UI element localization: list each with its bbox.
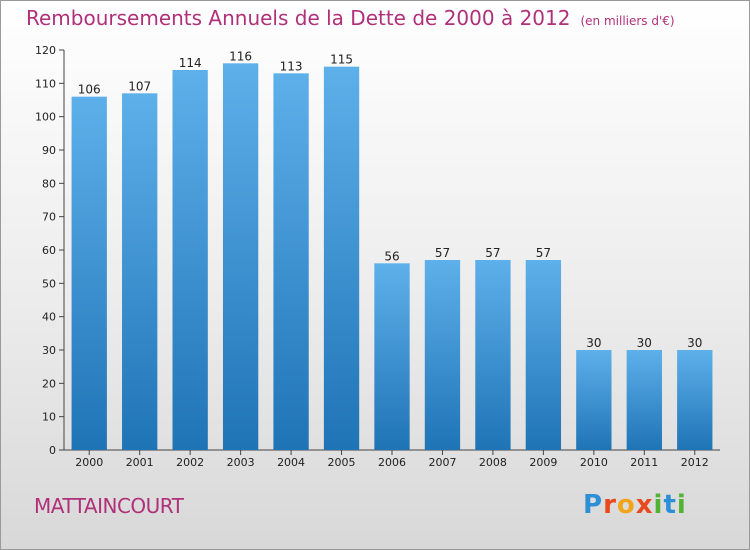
data-label-2005: 115 (330, 53, 353, 67)
bars (71, 63, 713, 451)
chart-title: Remboursements Annuels de la Dette de 20… (26, 6, 675, 30)
y-tick-label: 80 (42, 177, 56, 190)
x-tick-label: 2000 (75, 456, 103, 469)
bar-2012 (677, 350, 713, 450)
bar-2000 (71, 96, 107, 451)
data-label-2011: 30 (637, 336, 652, 350)
data-label-2002: 114 (179, 56, 202, 70)
data-label-2003: 116 (229, 49, 252, 63)
commune-name: MATTAINCOURT (34, 494, 184, 518)
chart-unit: (en milliers d'€) (580, 14, 675, 28)
y-tick-label: 60 (42, 244, 56, 257)
y-axis: 0 10 20 30 40 50 60 70 80 90 100 110 120 (35, 44, 65, 457)
x-tick-label: 2003 (227, 456, 255, 469)
x-tick-label: 2002 (176, 456, 204, 469)
y-tick-label: 100 (35, 111, 56, 124)
x-tick-label: 2010 (580, 456, 608, 469)
data-label-2010: 30 (586, 336, 601, 350)
x-tick-label: 2006 (378, 456, 406, 469)
bar-2009 (525, 260, 562, 450)
x-tick-label: 2004 (277, 456, 305, 469)
data-label-2004: 113 (280, 59, 303, 73)
data-label-2000: 106 (78, 83, 101, 97)
y-tick-label: 50 (42, 277, 56, 290)
bar-2004 (273, 73, 309, 450)
y-tick-label: 30 (42, 344, 56, 357)
data-labels: 106 107 114 116 113 115 56 57 57 57 30 30 30 (78, 49, 703, 350)
y-tick-label: 90 (42, 144, 56, 157)
bar-2008 (475, 260, 511, 450)
data-label-2006: 56 (384, 249, 399, 263)
y-tick-label: 70 (42, 211, 56, 224)
bar-2002 (172, 70, 208, 450)
data-label-2012: 30 (687, 336, 702, 350)
y-tick-label: 120 (35, 44, 56, 57)
bar-2007 (424, 260, 461, 450)
x-tick-label: 2009 (529, 456, 557, 469)
y-tick-label: 10 (42, 411, 56, 424)
proxiti-logo: Proxiti (583, 490, 687, 520)
bar-2001 (122, 93, 158, 450)
y-tick-label: 20 (42, 377, 56, 390)
x-tick-label: 2012 (681, 456, 709, 469)
x-tick-label: 2007 (428, 456, 456, 469)
data-label-2001: 107 (128, 79, 151, 93)
chart-title-text: Remboursements Annuels de la Dette de 20… (26, 6, 571, 30)
x-tick-label: 2011 (630, 456, 658, 469)
data-label-2008: 57 (485, 246, 500, 260)
bar-2011 (626, 350, 662, 450)
data-label-2009: 57 (536, 246, 551, 260)
y-tick-label: 0 (49, 444, 56, 457)
y-tick-label: 110 (35, 77, 56, 90)
x-tick-label: 2001 (126, 456, 154, 469)
bar-2005 (323, 66, 360, 451)
data-label-2007: 57 (435, 246, 450, 260)
bar-2010 (576, 350, 612, 450)
bar-2006 (374, 263, 410, 450)
bar-2003 (222, 63, 259, 450)
y-tick-label: 40 (42, 311, 56, 324)
x-tick-label: 2008 (479, 456, 507, 469)
x-tick-label: 2005 (328, 456, 356, 469)
x-axis: 2000 2001 2002 2003 2004 2005 2006 2007 2008 2009… (64, 449, 720, 469)
